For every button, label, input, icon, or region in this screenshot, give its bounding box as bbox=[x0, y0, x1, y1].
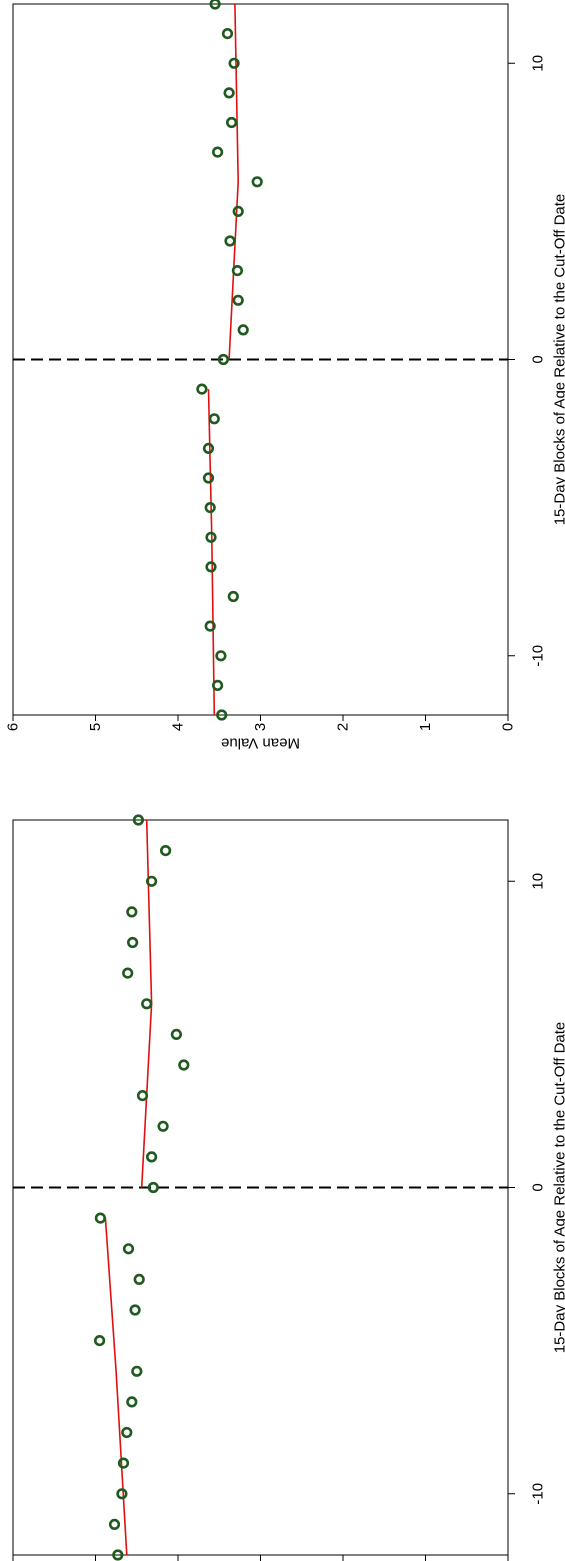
data-point bbox=[204, 620, 216, 632]
data-point bbox=[205, 561, 217, 573]
data-point bbox=[223, 87, 235, 99]
data-point bbox=[251, 176, 263, 188]
data-point bbox=[216, 709, 228, 721]
data-point bbox=[131, 1365, 143, 1377]
data-point bbox=[121, 1426, 133, 1439]
data-point bbox=[209, 0, 221, 10]
data-point bbox=[221, 27, 234, 40]
age-axis-tick-label: 0 bbox=[530, 1183, 547, 1191]
data-point bbox=[129, 1304, 141, 1316]
data-point bbox=[136, 1089, 149, 1102]
data-point bbox=[126, 1396, 138, 1408]
value-axis-title: Mean Value bbox=[221, 735, 300, 752]
data-point bbox=[94, 1212, 106, 1224]
age-axis-tick-label: 10 bbox=[530, 873, 547, 890]
data-point bbox=[205, 531, 217, 543]
value-axis-tick-label: 3 bbox=[252, 723, 269, 731]
age-axis-title: 15-Day Blocks of Age Relative to the Cut… bbox=[552, 1022, 565, 1354]
data-point bbox=[112, 1549, 124, 1561]
value-axis-tick-label: 5 bbox=[87, 723, 104, 731]
data-point bbox=[122, 1243, 135, 1255]
data-point bbox=[212, 679, 224, 692]
age-axis-tick-label: -10 bbox=[530, 1483, 547, 1505]
data-point bbox=[117, 1457, 130, 1469]
value-axis-tick-label: 2 bbox=[335, 723, 352, 731]
data-point bbox=[126, 906, 138, 918]
data-point bbox=[227, 590, 239, 603]
value-axis-tick-label: 1 bbox=[417, 723, 434, 731]
data-point bbox=[232, 205, 244, 217]
data-point bbox=[212, 146, 224, 158]
data-point bbox=[157, 1120, 169, 1132]
chart-panel-2: 0 1 2 3 4 5 6 Mean Value -10 0 10 15-Day Blocks of … bbox=[5, 0, 565, 752]
age-axis-title: 15-Day Blocks of Age Relative to the Cut… bbox=[552, 194, 565, 526]
data-point bbox=[133, 1273, 145, 1285]
data-point bbox=[127, 936, 139, 949]
data-point bbox=[116, 1488, 128, 1500]
data-point bbox=[226, 116, 238, 129]
data-point bbox=[237, 324, 249, 336]
data-point bbox=[202, 442, 215, 455]
age-axis-tick-label: 10 bbox=[530, 55, 547, 72]
data-point bbox=[146, 1151, 158, 1163]
data-point bbox=[146, 875, 158, 887]
fit-line-right bbox=[228, 3, 240, 360]
value-axis-tick-label: 6 bbox=[5, 723, 22, 731]
data-point bbox=[147, 1181, 159, 1194]
value-axis-tick-label: 4 bbox=[170, 723, 187, 731]
value-axis-tick-label: 0 bbox=[500, 723, 517, 731]
data-point bbox=[160, 844, 172, 857]
data-point bbox=[141, 998, 153, 1010]
data-point bbox=[204, 502, 216, 514]
age-axis-tick-label: 0 bbox=[530, 355, 547, 363]
data-point bbox=[178, 1059, 190, 1071]
data-point bbox=[108, 1518, 121, 1530]
data-point bbox=[208, 413, 220, 425]
data-point bbox=[196, 383, 208, 395]
data-point bbox=[170, 1028, 182, 1040]
data-point bbox=[217, 353, 229, 366]
data-point bbox=[228, 57, 240, 69]
data-point bbox=[132, 814, 144, 826]
data-point bbox=[202, 472, 215, 484]
data-point bbox=[224, 235, 236, 247]
fit-line-left bbox=[207, 389, 216, 716]
data-point bbox=[215, 650, 227, 662]
data-point bbox=[93, 1334, 106, 1347]
fit-line-left bbox=[104, 1218, 128, 1556]
data-point bbox=[122, 967, 134, 979]
data-point bbox=[231, 265, 243, 277]
data-point bbox=[232, 294, 244, 306]
age-axis-tick-label: -10 bbox=[530, 645, 547, 667]
